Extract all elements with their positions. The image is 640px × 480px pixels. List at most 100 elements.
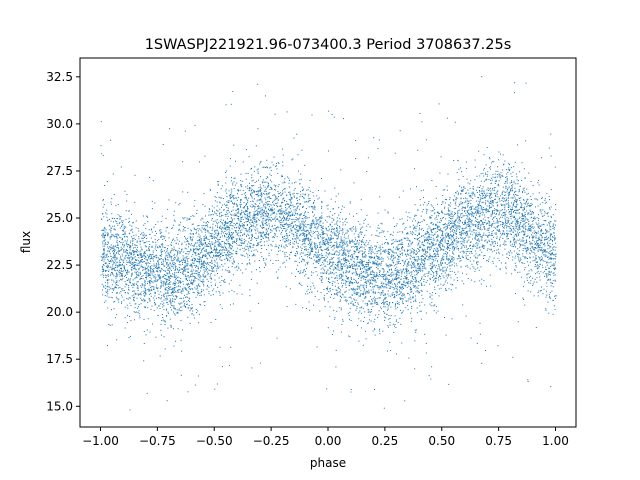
data-point <box>150 278 152 280</box>
data-point <box>174 287 176 289</box>
data-point <box>102 289 103 291</box>
data-point <box>393 252 395 254</box>
data-point <box>336 265 338 267</box>
data-point <box>101 218 103 220</box>
data-point <box>292 218 294 220</box>
data-point <box>393 297 395 299</box>
data-point <box>154 302 156 303</box>
data-point <box>144 255 146 257</box>
data-point <box>147 307 149 309</box>
data-point <box>471 193 473 194</box>
data-point <box>302 206 304 208</box>
data-point <box>488 217 490 219</box>
data-point <box>326 293 328 294</box>
data-point <box>501 216 503 218</box>
data-point <box>295 260 297 262</box>
data-point <box>126 322 128 324</box>
data-point <box>380 275 381 277</box>
data-point <box>371 234 373 236</box>
data-point <box>335 285 336 287</box>
data-point <box>348 235 350 237</box>
data-point <box>452 248 454 250</box>
data-point <box>262 166 264 168</box>
data-point <box>309 252 311 254</box>
data-point <box>327 327 329 329</box>
data-point <box>502 204 504 206</box>
data-point <box>457 193 459 195</box>
data-point <box>475 253 477 255</box>
data-point <box>117 214 119 216</box>
data-point <box>394 152 396 154</box>
data-point <box>123 290 125 292</box>
data-point <box>218 222 220 224</box>
data-point <box>140 264 142 266</box>
data-point <box>333 247 335 249</box>
data-point <box>131 267 132 269</box>
data-point <box>474 179 476 181</box>
data-point <box>469 242 471 243</box>
data-point <box>198 272 200 274</box>
data-point <box>524 219 526 221</box>
data-point <box>464 238 465 240</box>
data-point <box>544 220 546 222</box>
data-point <box>469 236 471 238</box>
data-point <box>232 91 234 92</box>
data-point <box>127 255 129 257</box>
data-point <box>231 232 232 234</box>
data-point <box>537 199 539 201</box>
data-point <box>102 199 104 201</box>
data-point <box>386 250 388 252</box>
data-point <box>173 249 174 251</box>
data-point <box>176 312 178 314</box>
data-point <box>452 241 454 243</box>
data-point <box>463 189 465 191</box>
data-point <box>278 244 280 246</box>
data-point <box>325 243 327 244</box>
data-point <box>426 256 428 258</box>
data-point <box>453 234 454 236</box>
data-point <box>155 279 157 281</box>
data-point <box>225 248 227 250</box>
data-point <box>165 227 167 229</box>
data-point <box>240 184 242 186</box>
data-point <box>129 249 131 251</box>
data-point <box>505 222 507 224</box>
data-point <box>445 288 447 290</box>
data-point <box>413 227 415 229</box>
data-point <box>210 262 211 264</box>
data-point <box>308 201 310 203</box>
data-point <box>337 287 339 289</box>
data-point <box>460 220 461 222</box>
data-point <box>519 199 521 201</box>
data-point <box>461 210 463 212</box>
data-point <box>435 306 437 308</box>
data-point <box>225 172 227 173</box>
data-point <box>396 279 397 281</box>
data-point <box>345 262 347 264</box>
data-point <box>435 280 437 282</box>
data-point <box>465 192 466 194</box>
data-point <box>340 265 342 267</box>
data-point <box>383 299 385 300</box>
data-point <box>133 253 135 255</box>
data-point <box>219 226 221 228</box>
data-point <box>287 216 289 217</box>
data-point <box>261 199 263 201</box>
data-point <box>103 256 105 257</box>
data-point <box>426 232 428 234</box>
data-point <box>308 224 310 225</box>
data-point <box>442 231 444 233</box>
data-point <box>271 188 273 190</box>
data-point <box>127 257 129 259</box>
data-point <box>516 201 518 202</box>
data-point <box>544 245 546 247</box>
data-point <box>173 275 175 277</box>
data-point <box>427 275 429 277</box>
data-point <box>357 249 359 251</box>
data-point <box>386 264 388 266</box>
data-point <box>208 245 210 247</box>
data-point <box>240 235 241 237</box>
data-point <box>352 273 354 275</box>
data-point <box>103 235 105 237</box>
data-point <box>402 246 403 247</box>
